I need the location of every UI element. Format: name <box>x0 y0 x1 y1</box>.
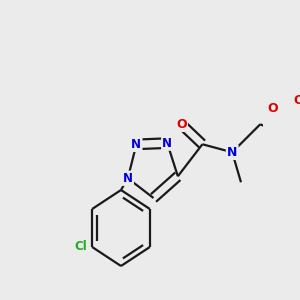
Text: O: O <box>293 94 300 107</box>
Text: Cl: Cl <box>74 241 87 254</box>
Text: N: N <box>162 136 172 150</box>
Text: O: O <box>267 102 278 115</box>
Text: N: N <box>123 172 133 185</box>
Text: N: N <box>131 138 141 151</box>
Text: O: O <box>176 118 187 131</box>
Text: N: N <box>227 146 237 159</box>
